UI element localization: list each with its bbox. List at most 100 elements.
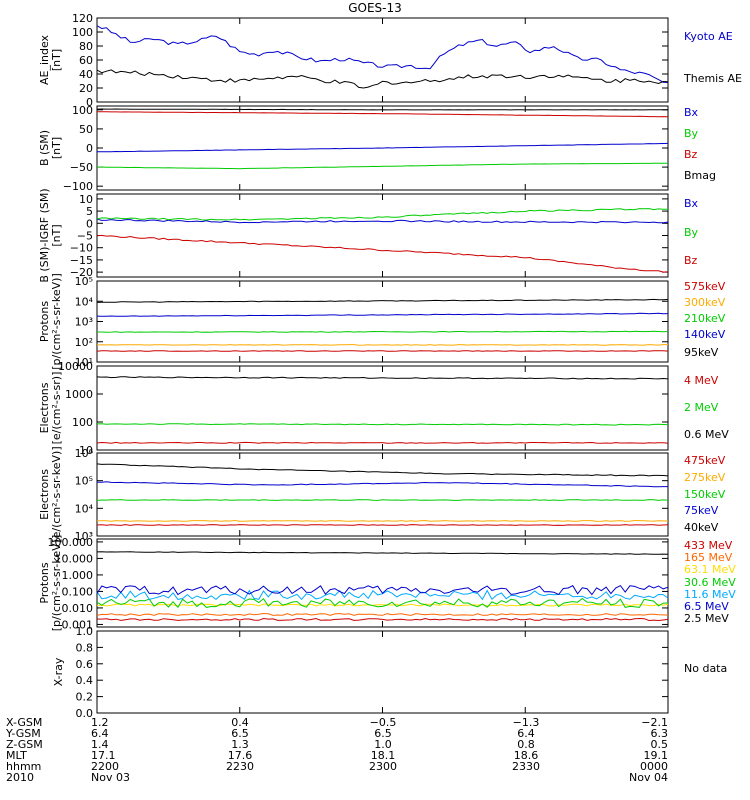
y-tick-label: 100 [72,26,93,39]
series-line-6-5-mev [96,584,669,596]
legend-entry: Bx [684,106,699,119]
panel-frame [96,280,669,363]
legend-entry: 165 MeV [684,551,733,564]
series-line-30-6-mev [96,597,669,609]
footer-row: MLT 17.1 17.6 18.1 18.6 19.1 [6,749,668,762]
legend-entry: Bz [684,148,698,161]
legend-entry: 4 MeV [684,374,719,387]
series-line-475kev [96,524,669,526]
footer-value: −0.5 [370,716,397,729]
legend-entry: Bz [684,254,698,267]
panel-6: 10³ 10⁴ 10⁵ 10⁶ Electrons[e/(cm²-s-sr-keV)] 4… [38,446,726,543]
legend-entry: Bmag [684,169,716,182]
footer-value: 6.5 [231,727,249,740]
footer-value: 17.6 [228,749,253,762]
y-tick-label: 100 [72,416,93,429]
legend-entry: By [684,226,699,239]
y-tick-label: 0 [86,96,93,109]
series-line-4-mev [96,441,669,444]
no-data-note: No data [684,662,727,675]
panel-frame [96,452,669,537]
y-tick-label: 10 [79,193,93,206]
series-line-275kev [96,519,669,522]
y-tick-label: 50 [79,123,93,136]
y-tick-label: 10³ [75,530,93,543]
y-tick-label: 100.000 [48,536,94,549]
footer-value: 6.3 [651,727,669,740]
series-line-bx [96,218,669,224]
footer-value: 0.5 [651,738,669,751]
footer-row: Y-GSM 6.4 6.5 6.5 6.4 6.3 [5,727,668,740]
y-axis-label: Protons[p/(cm²-s-sr-keV)] [38,535,63,632]
legend-entry: Themis AE [683,72,742,85]
footer-value: −2.1 [641,716,668,729]
y-tick-label: 0.6 [76,658,94,671]
y-axis-label: B (SM)[nT] [38,130,63,166]
panel-8: 0.0 0.2 0.4 0.6 0.8 1.0 X-ray No data [52,625,727,720]
panel-frame [96,630,669,714]
footer-value: 1.3 [231,738,249,751]
panel-2: −100 −50 0 50 100 B (SM)[nT] Bx By Bz Bmag [38,104,716,193]
y-tick-label: 0.0 [76,707,94,720]
y-tick-label: −5 [77,230,93,243]
footer-row: 2010 Nov 03 Nov 04 [6,771,668,784]
y-axis-label: Electrons[e/(cm²-s-sr)] [38,372,63,445]
footer-value: Nov 03 [91,771,130,784]
footer-value: 1.0 [374,738,392,751]
legend-entry: 75keV [684,504,719,517]
legend-entry: 475keV [684,454,726,467]
legend-entry: 6.5 MeV [684,600,729,613]
footer-value: 2330 [512,760,540,773]
footer-value: 1.2 [91,716,109,729]
y-tick-label: 10³ [75,316,93,329]
legend-entry: 575keV [684,280,726,293]
y-tick-label: 20 [79,82,93,95]
y-tick-label: 10¹ [75,356,93,369]
series-line-210kev [97,330,669,333]
series-line-575kev [96,350,669,352]
series-line-themis-ae [96,69,669,89]
y-tick-label: 80 [79,40,93,53]
panel-frame [96,193,669,278]
series-line-165-mev [96,612,669,617]
footer-value: 6.4 [91,727,109,740]
y-tick-label: 0.001 [62,618,94,631]
panel-4: 10¹ 10² 10³ 10⁴ 10⁵ Protons[p/(cm²-s-sr-keV)]… [38,273,726,370]
legend-entry: 2 MeV [684,401,719,414]
footer-row-label: Y-GSM [5,727,41,740]
y-tick-label: 10⁶ [75,447,94,460]
y-tick-label: −10 [70,242,93,255]
y-tick-label: 1.0 [76,625,94,638]
y-tick-label: 5 [86,205,93,218]
legend-entry: 275keV [684,471,726,484]
footer-value: 0000 [640,760,668,773]
footer-value: 17.1 [91,749,116,762]
legend-entry: 150keV [684,488,726,501]
y-axis-label: B (SM)-IGRF (SM)[nT] [38,188,63,282]
footer-row-label: 2010 [6,771,34,784]
footer-value: 6.4 [517,727,535,740]
figure-title: GOES-13 [348,1,402,15]
legend-entry: 433 MeV [684,539,733,552]
y-tick-label: 10⁵ [75,275,93,288]
footer-row: hhmm 2200 2230 2300 2330 0000 [6,760,668,773]
series-line-0-6-mev [96,376,669,380]
legend-entry: 140keV [684,328,726,341]
series-line-300kev [96,344,668,346]
legend-entry: 63.1 MeV [684,563,736,576]
footer-row-label: hhmm [6,760,41,773]
series-line-by [96,208,668,221]
footer-value: 2300 [369,760,397,773]
y-tick-label: 0 [86,142,93,155]
y-tick-label: 10 [79,444,93,457]
legend-entry: 30.6 MeV [684,576,736,589]
legend-entry: 210keV [684,312,726,325]
footer-value: 18.6 [514,749,539,762]
footer-value: 1.4 [91,738,109,751]
series-line-bx [97,142,669,153]
footer-value: 6.5 [374,727,392,740]
footer-value: 0.4 [231,716,249,729]
footer-value: 19.1 [644,749,669,762]
